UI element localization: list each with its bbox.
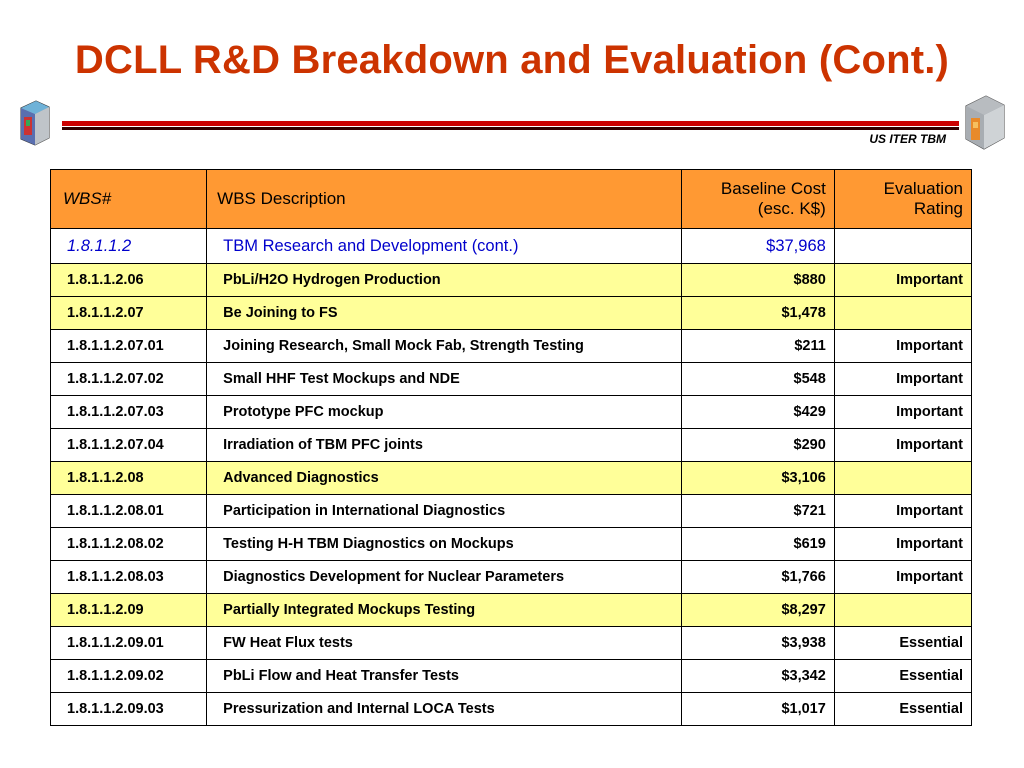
wbs-table: WBS# WBS Description Baseline Cost (esc.…: [49, 169, 973, 726]
table-header-row: WBS# WBS Description Baseline Cost (esc.…: [49, 169, 973, 229]
cell-wbs: 1.8.1.1.2.08.03: [49, 560, 208, 594]
cell-cost: $290: [680, 428, 835, 462]
cell-description: Irradiation of TBM PFC joints: [206, 428, 682, 462]
cell-rating: Important: [833, 494, 973, 528]
cell-description: Participation in International Diagnosti…: [206, 494, 682, 528]
cell-cost: $3,342: [680, 659, 835, 693]
cell-description: TBM Research and Development (cont.): [206, 228, 682, 264]
cell-description: Prototype PFC mockup: [206, 395, 682, 429]
table-row: 1.8.1.1.2.08.03 Diagnostics Development f…: [49, 560, 973, 594]
cell-description: Partially Integrated Mockups Testing: [206, 593, 682, 627]
table-row: 1.8.1.1.2.09.01 FW Heat Flux tests $3,938 E…: [49, 626, 973, 660]
cell-rating: Important: [833, 329, 973, 363]
cell-rating: Important: [833, 527, 973, 561]
tbm-module-right-icon: [962, 92, 1008, 159]
cell-cost: $880: [680, 263, 835, 297]
cell-rating: Essential: [833, 626, 973, 660]
cell-cost: $1,478: [680, 296, 835, 330]
table-row: 1.8.1.1.2.07.01 Joining Research, Small M…: [49, 329, 973, 363]
table-row: 1.8.1.1.2.09.03 Pressurization and Intern…: [49, 692, 973, 726]
cell-rating: Important: [833, 428, 973, 462]
cell-wbs: 1.8.1.1.2: [49, 228, 208, 264]
cell-wbs: 1.8.1.1.2.07: [49, 296, 208, 330]
table-row: 1.8.1.1.2.08.02 Testing H-H TBM Diagnosti…: [49, 527, 973, 561]
table-row: 1.8.1.1.2.07.04 Irradiation of TBM PFC jo…: [49, 428, 973, 462]
cell-rating: [833, 228, 973, 264]
cell-wbs: 1.8.1.1.2.07.04: [49, 428, 208, 462]
table-row: 1.8.1.1.2.07.02 Small HHF Test Mockups an…: [49, 362, 973, 396]
cell-wbs: 1.8.1.1.2.09.02: [49, 659, 208, 693]
table-row: 1.8.1.1.2.09.02 PbLi Flow and Heat Transf…: [49, 659, 973, 693]
cell-wbs: 1.8.1.1.2.09.01: [49, 626, 208, 660]
cell-rating: Important: [833, 362, 973, 396]
cell-description: Small HHF Test Mockups and NDE: [206, 362, 682, 396]
cell-wbs: 1.8.1.1.2.09: [49, 593, 208, 627]
cell-wbs: 1.8.1.1.2.09.03: [49, 692, 208, 726]
table-row: 1.8.1.1.2.06 PbLi/H2O Hydrogen Production…: [49, 263, 973, 297]
cell-cost: $721: [680, 494, 835, 528]
header-wbs: WBS#: [49, 169, 208, 229]
cell-description: Advanced Diagnostics: [206, 461, 682, 495]
cell-rating: [833, 461, 973, 495]
table-row: 1.8.1.1.2 TBM Research and Development (c…: [49, 228, 973, 264]
cell-wbs: 1.8.1.1.2.06: [49, 263, 208, 297]
cell-wbs: 1.8.1.1.2.07.02: [49, 362, 208, 396]
table-row: 1.8.1.1.2.09 Partially Integrated Mockups…: [49, 593, 973, 627]
header-rating: Evaluation Rating: [833, 169, 973, 229]
cell-cost: $211: [680, 329, 835, 363]
cell-description: PbLi/H2O Hydrogen Production: [206, 263, 682, 297]
cell-cost: $3,938: [680, 626, 835, 660]
cell-rating: [833, 296, 973, 330]
cell-cost: $37,968: [680, 228, 835, 264]
cell-cost: $1,766: [680, 560, 835, 594]
slide-subtitle: US ITER TBM: [869, 132, 946, 146]
table-row: 1.8.1.1.2.07.03 Prototype PFC mockup $429 I…: [49, 395, 973, 429]
slide-title: DCLL R&D Breakdown and Evaluation (Cont.…: [74, 38, 950, 82]
cell-description: Testing H-H TBM Diagnostics on Mockups: [206, 527, 682, 561]
cell-rating: Important: [833, 560, 973, 594]
header-rule: [62, 121, 959, 126]
table-row: 1.8.1.1.2.07 Be Joining to FS $1,478: [49, 296, 973, 330]
cell-cost: $3,106: [680, 461, 835, 495]
cell-cost: $619: [680, 527, 835, 561]
cell-wbs: 1.8.1.1.2.08: [49, 461, 208, 495]
cell-description: PbLi Flow and Heat Transfer Tests: [206, 659, 682, 693]
table-row: 1.8.1.1.2.08 Advanced Diagnostics $3,106: [49, 461, 973, 495]
cell-wbs: 1.8.1.1.2.07.03: [49, 395, 208, 429]
header-description: WBS Description: [206, 169, 682, 229]
header-rule-shadow: [62, 127, 959, 130]
cell-rating: [833, 593, 973, 627]
cell-rating: Important: [833, 395, 973, 429]
header-cost: Baseline Cost (esc. K$): [680, 169, 835, 229]
cell-rating: Essential: [833, 659, 973, 693]
table-row: 1.8.1.1.2.08.01 Participation in Internat…: [49, 494, 973, 528]
cell-cost: $1,017: [680, 692, 835, 726]
cell-description: Diagnostics Development for Nuclear Para…: [206, 560, 682, 594]
cell-wbs: 1.8.1.1.2.08.02: [49, 527, 208, 561]
cell-rating: Essential: [833, 692, 973, 726]
cell-wbs: 1.8.1.1.2.07.01: [49, 329, 208, 363]
cell-description: Pressurization and Internal LOCA Tests: [206, 692, 682, 726]
cell-wbs: 1.8.1.1.2.08.01: [49, 494, 208, 528]
cell-cost: $8,297: [680, 593, 835, 627]
cell-rating: Important: [833, 263, 973, 297]
tbm-module-left-icon: [18, 98, 52, 153]
cell-description: FW Heat Flux tests: [206, 626, 682, 660]
cell-cost: $429: [680, 395, 835, 429]
cell-description: Be Joining to FS: [206, 296, 682, 330]
cell-description: Joining Research, Small Mock Fab, Streng…: [206, 329, 682, 363]
cell-cost: $548: [680, 362, 835, 396]
